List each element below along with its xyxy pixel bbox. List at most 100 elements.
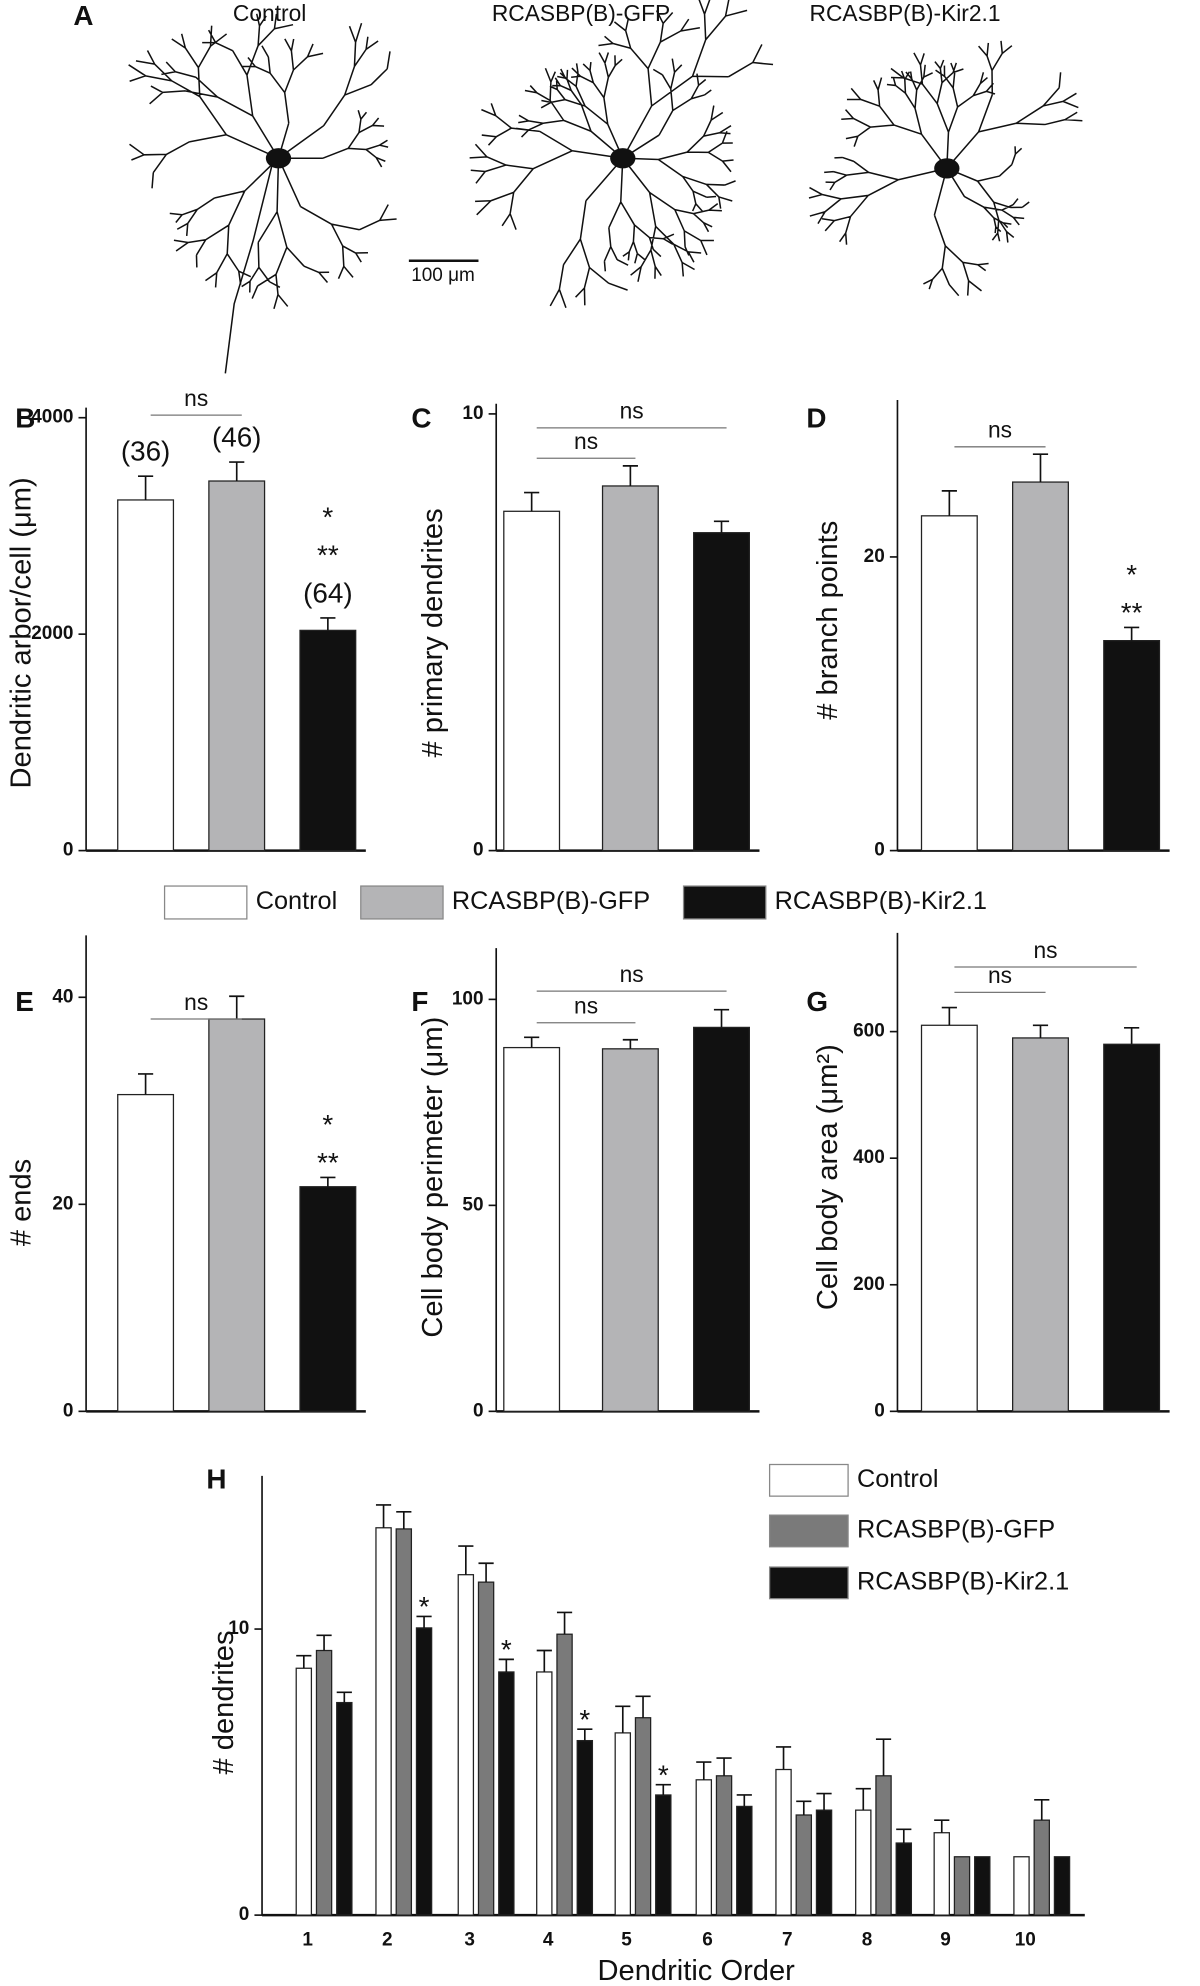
significance-label: ns [988,417,1012,443]
error-bar [1034,1799,1050,1821]
error-bar [941,1006,957,1026]
error-bar [524,1036,540,1048]
y-tick-label: 0 [874,1400,885,1421]
bar [634,1717,652,1916]
legend-swatch [768,1463,849,1497]
error-bar [316,1634,332,1651]
x-tick-label: 9 [940,1929,951,1950]
legend-label: RCASBP(B)-GFP [452,887,650,915]
bar [693,532,750,852]
annotation: * [1126,559,1137,590]
x-tick-label: 6 [702,1929,713,1950]
bar [601,485,659,852]
significance-label: ns [574,428,598,454]
error-bar [796,1800,812,1815]
y-tick-label: 0 [473,1400,484,1421]
legend-swatch [360,885,444,920]
y-axis-label: # dendrites [208,1630,240,1774]
error-bar [736,1794,752,1807]
error-bar [296,1654,312,1669]
bar [1053,1856,1071,1916]
y-tick-label: 600 [853,1021,885,1042]
error-bar [577,1728,593,1741]
legend-label: RCASBP(B)-GFP [857,1516,1055,1544]
error-bar [320,1176,336,1187]
error-bar [137,475,154,500]
annotation: * [322,502,333,533]
error-bar [320,617,336,631]
error-bar [478,1562,494,1583]
y-tick-label: 50 [462,1194,483,1215]
error-bar [396,1510,412,1529]
x-tick-label: 8 [862,1929,873,1950]
significance-label: ns [1034,937,1058,963]
annotation: ** [317,1147,339,1178]
neuron-dendrites [224,164,273,374]
bar [695,1779,713,1916]
error-bar [458,1545,474,1575]
y-tick-label: 10 [462,403,483,424]
legend-label: Control [256,887,338,915]
bar [715,1775,733,1916]
error-bar [1124,1026,1140,1045]
y-tick-label: 20 [864,546,885,567]
y-axis-label: # ends [5,1159,37,1246]
bar [415,1627,433,1916]
bar [208,480,266,852]
significance-label: ns [620,398,644,424]
bar [601,1048,659,1412]
annotation: ** [1121,597,1143,628]
bar [1103,1043,1161,1412]
significance-label: ns [620,961,644,987]
error-bar [635,1695,651,1718]
error-bar [524,491,540,512]
annotation: (46) [212,422,262,453]
panel-label: C [411,403,431,434]
bar [375,1527,392,1916]
error-bar [1032,1024,1049,1038]
error-bar [816,1792,832,1811]
bar [117,499,175,852]
bar [815,1809,833,1916]
error-bar [655,1783,671,1795]
bar [208,1018,266,1412]
error-bar [934,1819,950,1833]
error-bar [875,1738,892,1776]
bar [457,1574,475,1916]
error-bar [896,1828,912,1844]
neuron-dendrites [808,40,1083,297]
error-bar [855,1787,871,1811]
significance-label: ns [574,993,598,1019]
error-bar [498,1658,514,1672]
bar [1103,640,1161,852]
y-tick-label: 0 [63,1400,74,1421]
error-bar [336,1691,352,1703]
x-tick-label: 4 [543,1929,554,1950]
bar [1012,481,1069,852]
neuron-soma [610,148,636,169]
bar [920,515,978,852]
annotation: ** [317,540,339,571]
bar [536,1671,553,1916]
y-tick-label: 4000 [31,407,73,428]
error-bar [375,1504,392,1528]
bar [503,1046,561,1412]
neuron-title: Control [233,0,306,26]
significance-marker: * [579,1704,590,1735]
y-tick-label: 0 [473,840,484,861]
bar [736,1805,753,1916]
y-tick-label: 20 [52,1193,73,1214]
y-tick-label: 400 [853,1147,885,1168]
y-tick-label: 0 [239,1904,250,1925]
y-tick-label: 2000 [31,623,73,644]
bar [117,1093,175,1412]
panel-label: A [73,0,93,31]
error-bar [615,1705,631,1733]
error-bar [622,1038,638,1049]
panel-label: B [15,403,35,434]
neuron-title: RCASBP(B)-Kir2.1 [810,0,1001,26]
x-tick-label: 5 [621,1929,632,1950]
error-bar [229,995,245,1020]
legend-label: RCASBP(B)-Kir2.1 [857,1568,1069,1596]
